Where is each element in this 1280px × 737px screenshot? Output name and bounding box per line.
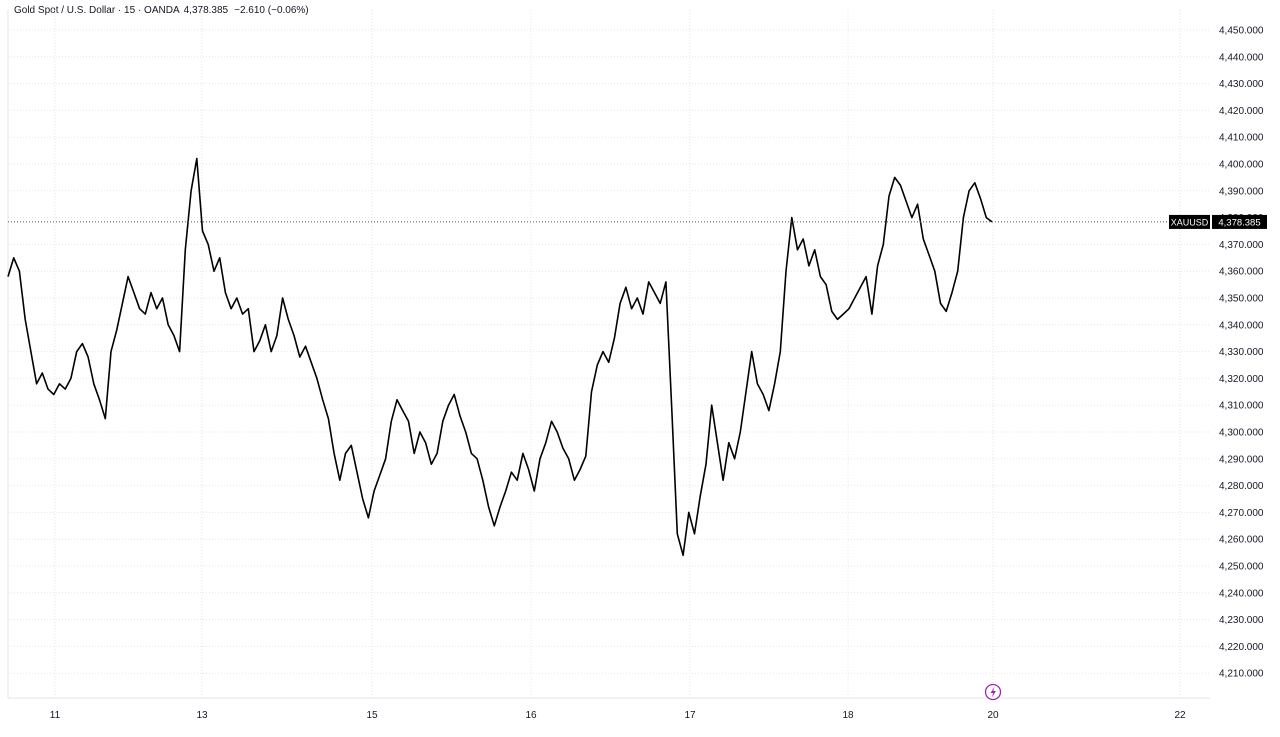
- x-tick-label: 16: [525, 710, 537, 721]
- y-tick-label: 4,230.000: [1219, 615, 1264, 626]
- y-tick-label: 4,370.000: [1219, 240, 1264, 251]
- y-tick-label: 4,340.000: [1219, 320, 1264, 331]
- symbol-label: XAUUSD: [1171, 217, 1209, 227]
- price-series-line: [7, 157, 993, 557]
- y-tick-label: 4,350.000: [1219, 294, 1264, 305]
- y-tick-label: 4,320.000: [1219, 374, 1264, 385]
- y-tick-label: 4,250.000: [1219, 562, 1264, 573]
- lightning-icon[interactable]: [984, 683, 1002, 701]
- y-tick-label: 4,210.000: [1219, 669, 1264, 680]
- last-price-label-box: [1212, 214, 1267, 229]
- y-tick-label: 4,400.000: [1219, 160, 1264, 171]
- y-tick-label: 4,270.000: [1219, 508, 1264, 519]
- series: [7, 157, 993, 557]
- overlays: XAUUSD 4,378.385: [8, 214, 1267, 701]
- x-tick-label: 15: [366, 710, 378, 721]
- grid: [7, 10, 1210, 699]
- x-tick-label: 13: [196, 710, 208, 721]
- x-tick-label: 11: [50, 710, 61, 721]
- y-tick-label: 4,410.000: [1219, 133, 1264, 144]
- symbol-title[interactable]: Gold Spot / U.S. Dollar · 15 · OANDA: [14, 5, 180, 16]
- y-tick-label: 4,240.000: [1219, 588, 1264, 599]
- y-tick-label: 4,310.000: [1219, 401, 1264, 412]
- time-axis[interactable]: 11 13 15 16 17 18 20 22: [50, 710, 1186, 721]
- x-tick-label: 17: [684, 710, 696, 721]
- symbol-label-box: [1169, 214, 1210, 229]
- y-tick-label: 4,220.000: [1219, 642, 1264, 653]
- y-tick-label: 4,290.000: [1219, 454, 1264, 465]
- y-tick-label: 4,280.000: [1219, 481, 1264, 492]
- y-tick-label: 4,330.000: [1219, 347, 1264, 358]
- x-tick-label: 18: [842, 710, 854, 721]
- y-tick-label: 4,390.000: [1219, 186, 1264, 197]
- header-change: −2.610 (−0.06%): [234, 5, 309, 16]
- y-tick-label: 4,300.000: [1219, 428, 1264, 439]
- y-tick-label: 4,360.000: [1219, 267, 1264, 278]
- header-price: 4,378.385: [183, 5, 229, 16]
- y-tick-label: 4,450.000: [1219, 26, 1264, 37]
- last-price-label: 4,378.385: [1218, 217, 1260, 228]
- x-tick-label: 20: [987, 710, 999, 721]
- x-tick-label: 22: [1174, 710, 1186, 721]
- price-axis[interactable]: 4,450.000 4,440.000 4,430.000 4,420.000 4,41…: [1219, 26, 1264, 680]
- y-tick-label: 4,440.000: [1219, 52, 1264, 63]
- chart-header: Gold Spot / U.S. Dollar · 15 · OANDA 4,37…: [14, 5, 309, 16]
- y-tick-label: 4,420.000: [1219, 106, 1264, 117]
- y-tick-label: 4,260.000: [1219, 535, 1264, 546]
- y-tick-label: 4,430.000: [1219, 79, 1264, 90]
